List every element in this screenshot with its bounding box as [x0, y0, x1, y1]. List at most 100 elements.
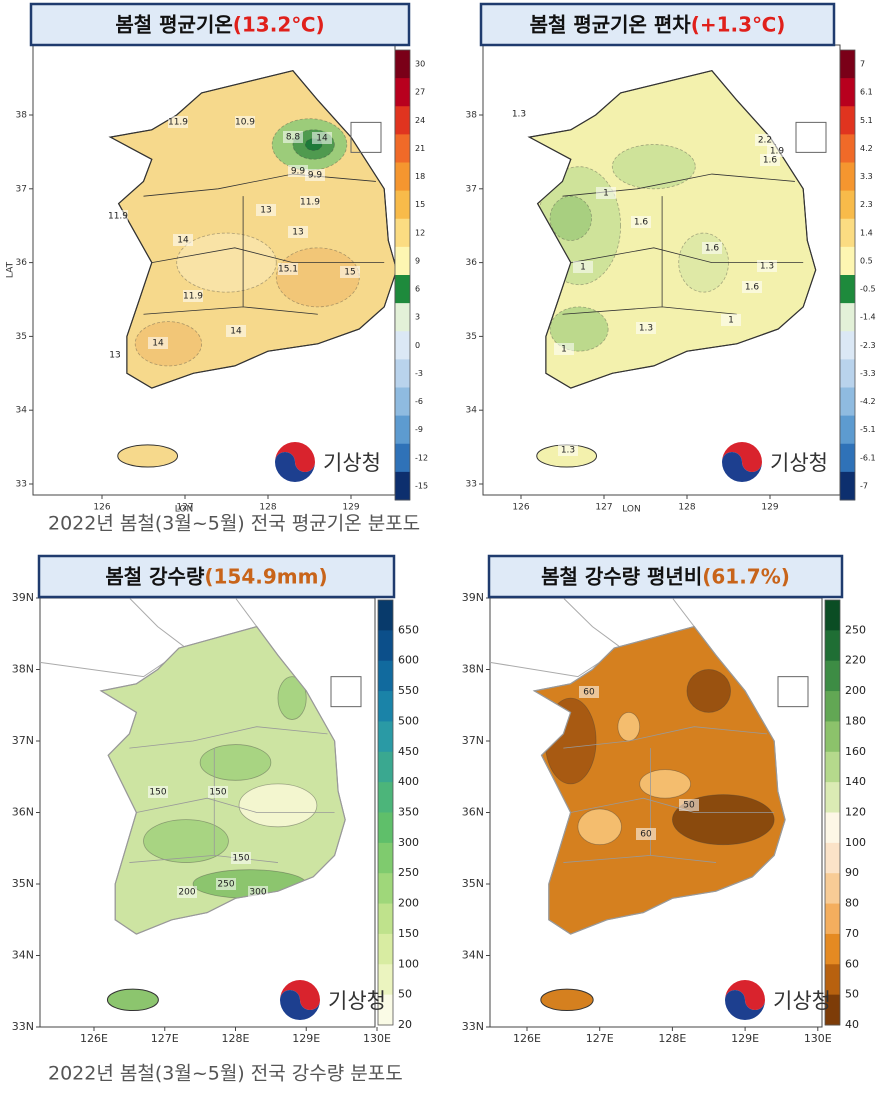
y-tick-label: 35N	[12, 877, 34, 890]
contour-region	[686, 669, 731, 713]
colorbar-label: 550	[398, 684, 419, 697]
colorbar-label: 6	[415, 285, 420, 294]
contour-label: 1	[603, 189, 609, 199]
colorbar-swatch	[840, 331, 855, 360]
contour-label: 1.3	[639, 324, 653, 334]
colorbar-label: 50	[398, 988, 412, 1001]
contour-label: 11.9	[183, 292, 203, 302]
panel-title: 봄철 강수량(154.9mm)	[105, 564, 327, 588]
colorbar-label: -12	[415, 453, 428, 462]
x-tick-label: 130E	[804, 1032, 832, 1045]
contour-region	[577, 808, 622, 846]
caption: 2022년 봄철(3월~5월) 전국 강수량 분포도	[48, 1063, 403, 1085]
title-value: (13.2℃)	[233, 12, 325, 36]
colorbar-label: 650	[398, 623, 419, 636]
x-tick-label: 127	[176, 503, 193, 513]
colorbar-label: 4.2	[860, 144, 873, 153]
panel-title: 봄철 평균기온 편차(+1.3℃)	[530, 12, 786, 36]
contour-region	[549, 306, 609, 352]
colorbar-label: 5.1	[860, 116, 873, 125]
y-tick-label: 39N	[12, 591, 34, 604]
colorbar-label: -5.1	[860, 425, 876, 434]
panel-title: 봄철 평균기온(13.2℃)	[115, 12, 324, 36]
contour-region	[199, 744, 272, 781]
logo-mark	[275, 452, 315, 482]
inset-box	[330, 676, 362, 708]
colorbar-swatch	[395, 275, 410, 304]
colorbar-swatch	[395, 106, 410, 135]
panel-title: 봄철 강수량 평년비(61.7%)	[541, 564, 790, 588]
contour-label: 13	[260, 206, 271, 216]
colorbar-label: 180	[845, 714, 866, 727]
colorbar-swatch	[825, 721, 840, 753]
colorbar-swatch	[825, 691, 840, 722]
colorbar-swatch	[840, 471, 855, 501]
colorbar-label: 500	[398, 714, 419, 727]
y-tick-label: 37	[466, 184, 477, 194]
colorbar-swatch	[840, 387, 855, 417]
x-tick-label: 127E	[586, 1032, 614, 1045]
logo-mark	[280, 980, 320, 1010]
contour-region	[549, 195, 592, 241]
colorbar-swatch	[395, 331, 410, 360]
contour-label: 150	[209, 788, 226, 798]
colorbar-swatch	[840, 106, 855, 135]
contour-label: 13	[109, 351, 120, 361]
title-value: (+1.3℃)	[691, 12, 786, 36]
x-tick-label: 126E	[80, 1032, 108, 1045]
colorbar-label: -2.3	[860, 341, 876, 350]
contour-label: 11.9	[300, 198, 320, 208]
colorbar-label: 140	[845, 775, 866, 788]
title-box	[487, 554, 844, 599]
contour-label: 50	[683, 801, 695, 811]
map-panel: 1.32.21.91.611.61.61.31.611.3111.3383736…	[466, 2, 876, 515]
colorbar-swatch	[840, 359, 855, 388]
colorbar-swatch	[840, 78, 855, 107]
map-panel: 60 50 60 39N 38N 37N 36N 35N 34N 33N 126E 127E 128E 1…	[462, 554, 866, 1045]
contour-label: 200	[178, 888, 195, 898]
y-tick-label: 36N	[12, 806, 34, 819]
colorbar-swatch	[378, 782, 393, 813]
contour-label: 9.9	[291, 167, 306, 177]
colorbar-swatch	[840, 50, 855, 79]
colorbar-label: 80	[845, 897, 859, 910]
colorbar-swatch	[378, 660, 393, 692]
colorbar-label: -3	[415, 369, 423, 378]
contour-region	[134, 321, 202, 367]
colorbar-label: 6.1	[860, 88, 873, 97]
title-box	[37, 554, 396, 599]
y-tick-label: 38N	[462, 663, 484, 676]
colorbar-swatch	[825, 782, 840, 813]
y-tick-label: 36	[466, 258, 478, 268]
colorbar-swatch	[395, 415, 410, 445]
x-tick-label: 127	[595, 503, 612, 513]
inset-box	[350, 121, 382, 153]
y-tick-label: 33	[16, 480, 27, 490]
caption: 2022년 봄철(3월~5월) 전국 평균기온 분포도	[48, 513, 420, 535]
colorbar-swatch	[395, 359, 410, 388]
logo-mark	[280, 990, 320, 1020]
colorbar-label: -15	[415, 481, 428, 490]
colorbar-swatch	[395, 162, 410, 192]
colorbar-label: -0.5	[860, 285, 876, 294]
colorbar-label: 9	[415, 256, 420, 265]
y-tick-label: 36N	[462, 806, 484, 819]
contour-label: 1.6	[763, 156, 778, 166]
colorbar-swatch	[395, 443, 410, 473]
x-tick-label: 128E	[658, 1032, 686, 1045]
contour-label: 1.6	[705, 244, 720, 254]
colorbar-swatch	[840, 134, 855, 163]
colorbar-swatch	[395, 471, 410, 501]
contour-label: 15	[344, 268, 355, 278]
contour-region	[143, 819, 229, 863]
y-tick-label: 37N	[12, 734, 34, 747]
contour-label: 10.9	[235, 118, 255, 128]
colorbar-label: 450	[398, 745, 419, 758]
colorbar-swatch	[840, 443, 855, 473]
colorbar-swatch	[825, 812, 840, 844]
jeju	[540, 988, 594, 1012]
contour-label: 15.1	[278, 265, 298, 275]
colorbar-label: -9	[415, 425, 423, 434]
contour-label: 1.3	[512, 110, 526, 120]
